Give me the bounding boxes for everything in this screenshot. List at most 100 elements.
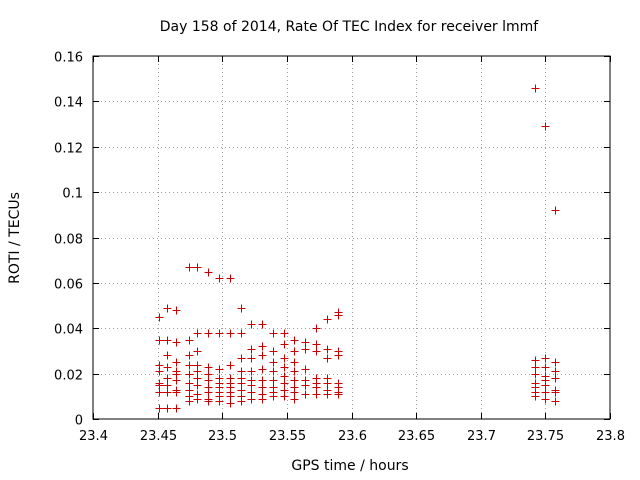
data-point bbox=[301, 338, 310, 347]
data-point bbox=[269, 367, 278, 376]
y-tick-label: 0.14 bbox=[54, 96, 83, 111]
data-point bbox=[193, 347, 202, 356]
data-point bbox=[226, 274, 235, 283]
data-point bbox=[280, 379, 289, 388]
axis-ticks bbox=[93, 56, 611, 420]
data-point bbox=[237, 354, 246, 363]
data-point bbox=[551, 206, 560, 215]
data-point bbox=[551, 367, 560, 376]
data-point bbox=[301, 390, 310, 399]
data-point bbox=[258, 351, 267, 360]
plot-frame bbox=[92, 55, 611, 420]
data-point bbox=[172, 388, 181, 397]
data-point bbox=[237, 397, 246, 406]
data-point bbox=[172, 338, 181, 347]
data-point bbox=[185, 361, 194, 370]
data-point bbox=[237, 379, 246, 388]
data-point bbox=[193, 367, 202, 376]
data-point bbox=[185, 263, 194, 272]
chart-title: Day 158 of 2014, Rate Of TEC Index for r… bbox=[160, 19, 540, 35]
data-point bbox=[531, 370, 540, 379]
data-point bbox=[531, 363, 540, 372]
data-point bbox=[258, 320, 267, 329]
data-point bbox=[237, 367, 246, 376]
data-point bbox=[215, 397, 224, 406]
data-point bbox=[247, 381, 256, 390]
data-point bbox=[247, 367, 256, 376]
data-point bbox=[193, 381, 202, 390]
y-tick-label: 0.06 bbox=[54, 278, 83, 293]
data-point bbox=[280, 354, 289, 363]
data-point bbox=[301, 381, 310, 390]
y-tick-label: 0.08 bbox=[54, 233, 83, 248]
x-tick-label: 23.45 bbox=[140, 429, 177, 444]
data-point bbox=[163, 363, 172, 372]
y-tick-label: 0.1 bbox=[62, 187, 83, 202]
data-point bbox=[237, 329, 246, 338]
data-point bbox=[163, 388, 172, 397]
data-point bbox=[155, 336, 164, 345]
data-point bbox=[541, 388, 550, 397]
data-point bbox=[323, 345, 332, 354]
data-point bbox=[247, 388, 256, 397]
data-point bbox=[155, 313, 164, 322]
data-point bbox=[312, 383, 321, 392]
data-point bbox=[334, 390, 343, 399]
x-tick-label: 23.8 bbox=[596, 429, 625, 444]
data-point bbox=[551, 358, 560, 367]
data-point bbox=[269, 347, 278, 356]
data-point bbox=[290, 358, 299, 367]
data-point bbox=[247, 320, 256, 329]
data-point bbox=[531, 84, 540, 93]
data-point bbox=[163, 404, 172, 413]
data-point bbox=[301, 345, 310, 354]
y-tick-labels: 0 0.02 0.04 0.06 0.08 0.1 0.12 0.14 0.16 bbox=[54, 51, 83, 429]
data-point bbox=[258, 365, 267, 374]
data-point bbox=[163, 381, 172, 390]
x-tick-label: 23.55 bbox=[269, 429, 306, 444]
data-point bbox=[280, 372, 289, 381]
data-point bbox=[290, 347, 299, 356]
data-point bbox=[226, 329, 235, 338]
x-tick-label: 23.6 bbox=[338, 429, 367, 444]
data-point bbox=[531, 392, 540, 401]
data-point bbox=[334, 351, 343, 360]
data-point bbox=[323, 390, 332, 399]
data-point bbox=[247, 345, 256, 354]
data-point bbox=[323, 354, 332, 363]
data-point bbox=[541, 363, 550, 372]
y-tick-label: 0.12 bbox=[54, 142, 83, 157]
data-point bbox=[269, 392, 278, 401]
data-point bbox=[172, 306, 181, 315]
data-point bbox=[185, 351, 194, 360]
data-point bbox=[185, 336, 194, 345]
data-point bbox=[215, 365, 224, 374]
data-point bbox=[269, 329, 278, 338]
y-tick-label: 0.16 bbox=[54, 51, 83, 66]
data-point bbox=[301, 365, 310, 374]
data-points bbox=[155, 84, 560, 413]
data-point bbox=[193, 395, 202, 404]
data-point bbox=[215, 329, 224, 338]
data-point bbox=[247, 354, 256, 363]
data-point bbox=[163, 304, 172, 313]
data-point bbox=[226, 361, 235, 370]
y-tick-label: 0.04 bbox=[54, 323, 83, 338]
data-point bbox=[204, 376, 213, 385]
data-point bbox=[258, 342, 267, 351]
data-point bbox=[247, 395, 256, 404]
data-point bbox=[269, 376, 278, 385]
x-tick-label: 23.4 bbox=[79, 429, 108, 444]
data-point bbox=[237, 304, 246, 313]
data-point bbox=[185, 370, 194, 379]
data-point bbox=[312, 390, 321, 399]
data-point bbox=[172, 376, 181, 385]
data-point bbox=[280, 392, 289, 401]
data-point bbox=[269, 358, 278, 367]
data-point bbox=[204, 363, 213, 372]
data-point bbox=[290, 376, 299, 385]
data-point bbox=[541, 381, 550, 390]
data-point bbox=[193, 329, 202, 338]
data-point bbox=[531, 356, 540, 365]
